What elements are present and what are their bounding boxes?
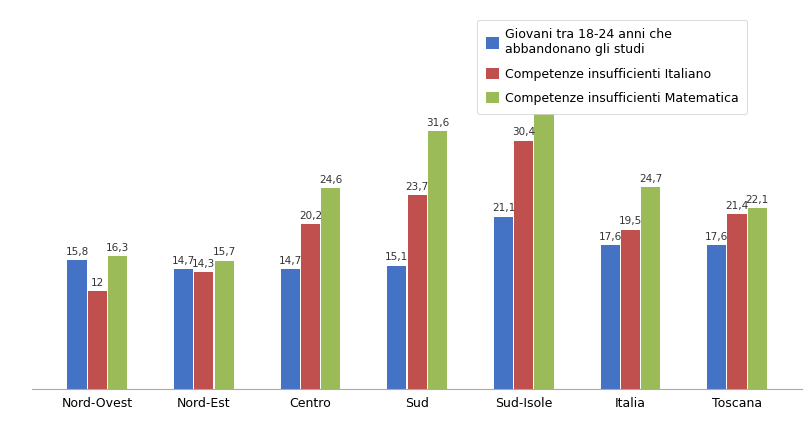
Bar — [428, 131, 447, 389]
Text: 22,1: 22,1 — [746, 195, 769, 205]
Bar — [387, 266, 407, 389]
Text: 14,7: 14,7 — [172, 255, 195, 266]
Text: 14,7: 14,7 — [279, 255, 302, 266]
Bar — [322, 188, 340, 389]
Text: 21,4: 21,4 — [726, 201, 748, 211]
Bar — [407, 195, 427, 389]
Bar — [620, 230, 640, 389]
Bar — [727, 214, 747, 389]
Text: 17,6: 17,6 — [706, 232, 728, 242]
Legend: Giovani tra 18-24 anni che
abbandonano gli studi, Competenze insufficienti Itali: Giovani tra 18-24 anni che abbandonano g… — [477, 19, 748, 114]
Text: 19,5: 19,5 — [619, 217, 642, 226]
Bar — [600, 245, 620, 389]
Text: 15,1: 15,1 — [386, 252, 408, 263]
Bar — [707, 245, 727, 389]
Bar — [535, 78, 554, 389]
Bar — [67, 260, 87, 389]
Bar — [301, 224, 320, 389]
Text: 38,1: 38,1 — [532, 65, 556, 75]
Text: 30,4: 30,4 — [512, 127, 535, 137]
Text: 12: 12 — [91, 278, 104, 288]
Text: 21,1: 21,1 — [492, 203, 515, 213]
Text: 24,7: 24,7 — [639, 174, 663, 184]
Text: 31,6: 31,6 — [426, 118, 449, 128]
Bar — [215, 261, 234, 389]
Text: 15,8: 15,8 — [66, 247, 88, 257]
Bar — [280, 269, 300, 389]
Text: 24,6: 24,6 — [319, 175, 343, 185]
Text: 15,7: 15,7 — [212, 248, 236, 257]
Text: 17,6: 17,6 — [599, 232, 622, 242]
Text: 23,7: 23,7 — [406, 182, 428, 192]
Bar — [641, 187, 660, 389]
Bar — [494, 217, 513, 389]
Text: 14,3: 14,3 — [192, 259, 215, 269]
Bar — [514, 141, 534, 389]
Text: 16,3: 16,3 — [106, 243, 129, 252]
Bar — [748, 209, 767, 389]
Bar — [108, 256, 127, 389]
Text: 20,2: 20,2 — [299, 211, 322, 221]
Bar — [174, 269, 194, 389]
Bar — [194, 272, 214, 389]
Bar — [87, 291, 107, 389]
